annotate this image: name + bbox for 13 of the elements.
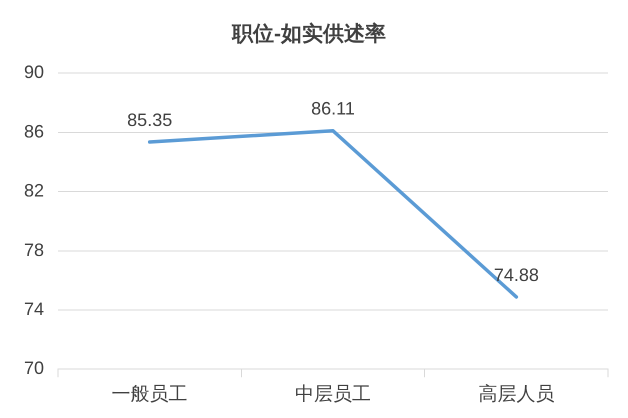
chart-title: 职位-如实供述率 <box>231 21 386 46</box>
y-tick-label: 86 <box>24 121 44 142</box>
data-label: 86.11 <box>311 98 355 119</box>
y-tick-label: 74 <box>24 298 44 319</box>
y-tick-label: 82 <box>24 180 44 201</box>
x-tick-label: 中层员工 <box>295 384 372 405</box>
y-tick-label: 90 <box>24 62 44 82</box>
x-tick-label: 高层人员 <box>478 382 554 405</box>
y-tick-label: 70 <box>24 358 44 378</box>
x-tick-label: 一般员工 <box>112 384 188 405</box>
data-label: 85.35 <box>127 110 172 130</box>
data-label: 74.88 <box>494 264 539 285</box>
y-tick-label: 78 <box>24 240 44 260</box>
